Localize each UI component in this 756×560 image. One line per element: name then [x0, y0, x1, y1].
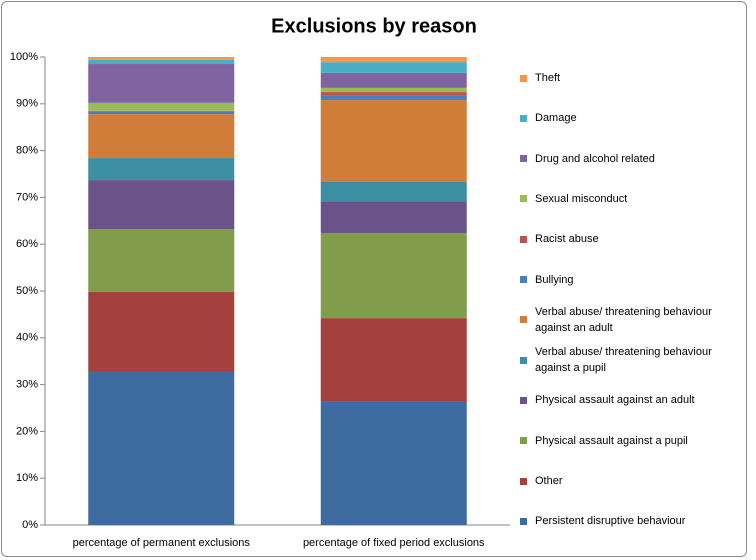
legend-item: Physical assault against a pupil: [520, 433, 745, 449]
legend-label: Theft: [535, 72, 561, 84]
legend-swatch: [520, 155, 527, 163]
bar-segment: [320, 57, 467, 63]
bar-segment: [320, 62, 467, 73]
bar-segment: [320, 95, 467, 101]
y-tick-label: 70%: [16, 191, 38, 203]
bar-segment: [320, 92, 467, 96]
legend-label: Other: [535, 475, 563, 487]
bar-segment: [88, 180, 235, 230]
y-tick-label: 100%: [10, 51, 38, 63]
legend-item: Theft: [520, 70, 745, 86]
bar-segment: [88, 371, 235, 525]
bar-segment: [320, 232, 467, 319]
y-tick-label: 50%: [16, 285, 38, 297]
legend-swatch: [520, 74, 527, 82]
legend-item: Other: [520, 473, 745, 489]
chart-frame: [1, 1, 747, 557]
legend-label: Racist abuse: [535, 233, 599, 246]
legend-label: Drug and alcohol related: [535, 152, 655, 165]
bar-segment: [320, 87, 467, 93]
y-tick-label: 30%: [16, 379, 38, 391]
y-tick-label: 90%: [16, 98, 38, 110]
legend-swatch: [520, 517, 527, 525]
bar-segment: [88, 102, 235, 111]
legend-swatch: [520, 356, 527, 364]
y-tick-label: 0%: [22, 519, 38, 531]
legend-label: Bullying: [535, 273, 574, 286]
bar-segment: [88, 158, 235, 181]
bar-segment: [88, 291, 235, 372]
legend-swatch: [520, 195, 527, 203]
legend-label: Verbal abuse/ threatening behaviour agai…: [535, 305, 712, 334]
bar-segment: [320, 401, 467, 525]
legend-swatch: [520, 114, 527, 122]
legend-swatch: [520, 316, 527, 324]
x-tick-label: percentage of fixed period exclusions: [303, 537, 485, 549]
legend-item: Racist abuse: [520, 231, 745, 247]
legend-swatch: [520, 437, 527, 445]
legend-item: Damage: [520, 110, 745, 126]
y-tick-label: 10%: [16, 472, 38, 484]
bar-segment: [88, 114, 235, 159]
bar-segment: [88, 110, 235, 112]
legend-label: Damage: [535, 112, 577, 125]
bar-segment: [88, 111, 235, 115]
legend-item: Physical assault against an adult: [520, 392, 745, 408]
legend-label: Sexual misconduct: [535, 192, 628, 205]
y-tick-label: 80%: [16, 145, 38, 157]
legend-label: Persistent disruptive behaviour: [535, 515, 686, 528]
legend-item: Bullying: [520, 272, 745, 288]
legend-label: Verbal abuse/ threatening behaviour agai…: [535, 346, 712, 375]
legend-item: Sexual misconduct: [520, 191, 745, 207]
legend-label: Physical assault against a pupil: [535, 434, 688, 447]
legend: Persistent disruptive behaviour Other Phys…: [520, 0, 750, 560]
legend-item: Verbal abuse/ threatening behaviour agai…: [520, 344, 745, 376]
legend-label: Physical assault against an adult: [535, 394, 695, 407]
x-tick-label: percentage of permanent exclusions: [73, 537, 251, 549]
y-tick-label: 60%: [16, 238, 38, 250]
bar-segment: [88, 64, 235, 103]
legend-item: Persistent disruptive behaviour: [520, 513, 745, 529]
bar-segment: [88, 59, 235, 65]
legend-swatch: [520, 477, 527, 485]
y-tick-label: 20%: [16, 425, 38, 437]
bar-segment: [320, 201, 467, 233]
bar-segment: [88, 229, 235, 292]
chart-title: Exclusions by reason: [271, 15, 477, 37]
legend-item: Verbal abuse/ threatening behaviour agai…: [520, 304, 745, 336]
legend-swatch: [520, 235, 527, 243]
legend-item: Drug and alcohol related: [520, 151, 745, 167]
bar-segment: [320, 72, 467, 88]
bar-segment: [88, 57, 235, 60]
bar-segment: [320, 181, 467, 202]
bar-segment: [320, 100, 467, 182]
legend-swatch: [520, 276, 527, 283]
legend-swatch: [520, 396, 527, 404]
y-tick-label: 40%: [16, 332, 38, 344]
bar-segment: [320, 318, 467, 402]
